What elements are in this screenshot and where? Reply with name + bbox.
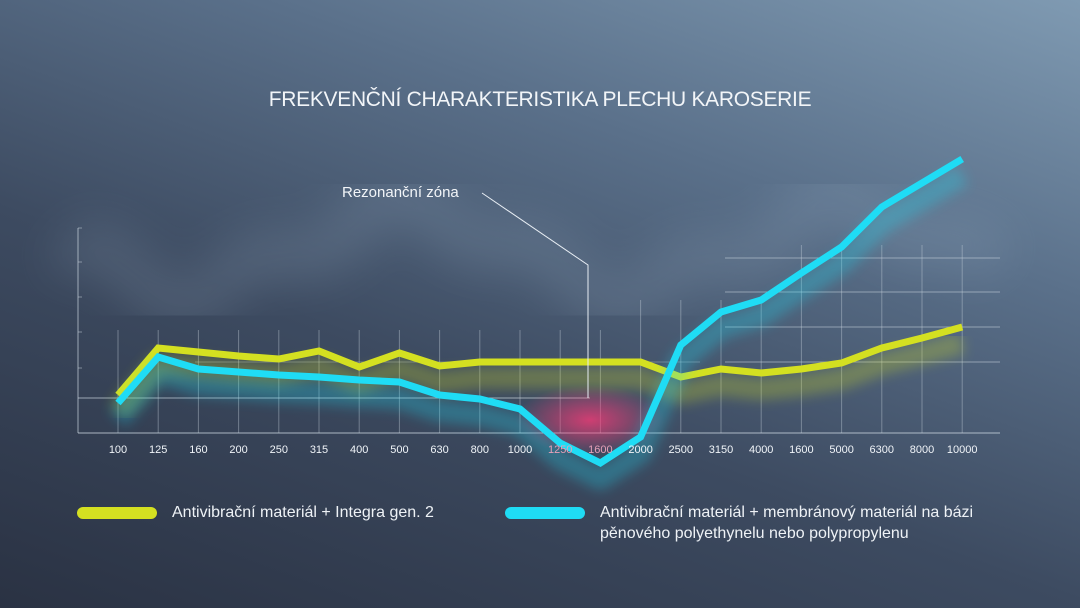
x-tick-label: 2000 [628,444,652,456]
x-tick-label: 8000 [910,444,934,456]
series-line-membrane [115,155,964,468]
x-tick-label: 2500 [669,444,693,456]
x-tick-label: 5000 [829,444,853,456]
series-shadow-1 [109,165,968,490]
legend-item-integra: Antivibrační materiál + Integra gen. 2 [77,502,434,523]
x-tick-label: 125 [149,444,167,456]
x-tick-labels: 100 125 160 200 250 315 400 500 630 800 1000 1250 16… [109,444,978,456]
background-wave-band [53,170,1016,330]
x-tick-label: 315 [310,444,328,456]
x-tick-label: 1250 [548,444,572,456]
x-tick-label: 1000 [508,444,532,456]
annotation-label: Rezonanční zóna [342,184,459,201]
x-tick-label: 250 [270,444,288,456]
chart-title: FREKVENČNÍ CHARAKTERISTIKA PLECHU KAROSE… [268,88,812,111]
x-tick-label: 100 [109,444,127,456]
legend-label-line2: pěnového polyethynelu nebo polypropylenu [600,525,909,542]
series-group [109,155,968,490]
legend-swatch-cyan [505,507,585,519]
x-tick-label: 800 [471,444,489,456]
x-tick-label: 3150 [709,444,733,456]
x-tick-label: 10000 [947,444,978,456]
x-tick-label: 200 [229,444,247,456]
x-tick-label: 500 [390,444,408,456]
x-tick-label: 6300 [870,444,894,456]
x-tick-label: 160 [189,444,207,456]
x-tick-label: 630 [430,444,448,456]
legend-label-line1: Antivibrační materiál + membránový mater… [600,504,974,521]
legend-item-membrane: Antivibrační materiál + membránový mater… [505,502,973,544]
legend-swatch-yellow [77,507,157,519]
annotation-leader-line [481,192,589,398]
legend-label: Antivibrační materiál + Integra gen. 2 [172,504,434,521]
background-wave [53,170,1016,330]
x-tick-label: 4000 [749,444,773,456]
x-tick-label: 400 [350,444,368,456]
x-tick-label: 1600 [789,444,813,456]
series-line-integra [115,323,964,398]
x-tick-label: 1600 [588,444,612,456]
